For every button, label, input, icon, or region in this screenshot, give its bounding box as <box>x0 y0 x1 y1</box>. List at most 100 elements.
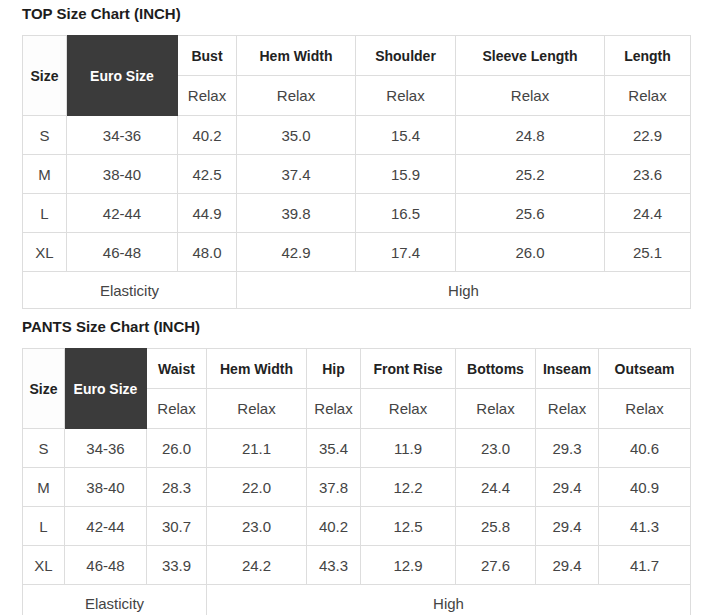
value-cell: 35.4 <box>307 429 361 468</box>
elasticity-row: ElasticityHigh <box>23 585 691 615</box>
value-cell: 24.2 <box>207 546 307 585</box>
measurement-column-header: Hip <box>307 349 361 389</box>
value-cell: 26.0 <box>147 429 207 468</box>
measurement-column-header: Waist <box>147 349 207 389</box>
size-chart-page: TOP Size Chart (INCH) SizeEuro SizeBustH… <box>0 0 706 615</box>
value-cell: 17.4 <box>356 233 456 272</box>
value-cell: 28.3 <box>147 468 207 507</box>
size-cell: L <box>23 507 65 546</box>
value-cell: 22.9 <box>605 116 691 155</box>
size-column-header: Size <box>23 349 65 429</box>
value-cell: 43.3 <box>307 546 361 585</box>
fit-label: Relax <box>599 389 691 429</box>
value-cell: 15.4 <box>356 116 456 155</box>
fit-label: Relax <box>456 389 536 429</box>
value-cell: 40.2 <box>178 116 237 155</box>
value-cell: 40.9 <box>599 468 691 507</box>
measurement-column-header: Bust <box>178 36 237 76</box>
euro-size-cell: 42-44 <box>67 194 178 233</box>
measurement-column-header: Inseam <box>536 349 599 389</box>
table-row: XL46-4833.924.243.312.927.629.441.7 <box>23 546 691 585</box>
euro-size-cell: 34-36 <box>65 429 147 468</box>
euro-size-cell: 42-44 <box>65 507 147 546</box>
euro-size-cell: 46-48 <box>67 233 178 272</box>
value-cell: 29.4 <box>536 507 599 546</box>
measurement-column-header: Length <box>605 36 691 76</box>
euro-size-cell: 38-40 <box>65 468 147 507</box>
table-row: L42-4444.939.816.525.624.4 <box>23 194 691 233</box>
value-cell: 41.3 <box>599 507 691 546</box>
fit-label: Relax <box>237 76 356 116</box>
euro-size-cell: 46-48 <box>65 546 147 585</box>
euro-size-cell: 34-36 <box>67 116 178 155</box>
value-cell: 29.4 <box>536 468 599 507</box>
value-cell: 42.5 <box>178 155 237 194</box>
value-cell: 30.7 <box>147 507 207 546</box>
measurement-column-header: Shoulder <box>356 36 456 76</box>
fit-label: Relax <box>361 389 456 429</box>
fit-label: Relax <box>207 389 307 429</box>
value-cell: 33.9 <box>147 546 207 585</box>
measurement-column-header: Hem Width <box>237 36 356 76</box>
value-cell: 23.6 <box>605 155 691 194</box>
fit-label: Relax <box>307 389 361 429</box>
value-cell: 24.4 <box>605 194 691 233</box>
euro-size-column-header: Euro Size <box>65 349 147 429</box>
value-cell: 48.0 <box>178 233 237 272</box>
elasticity-row: ElasticityHigh <box>23 272 691 309</box>
value-cell: 25.6 <box>456 194 605 233</box>
elasticity-value: High <box>237 272 691 309</box>
size-cell: XL <box>23 546 65 585</box>
value-cell: 44.9 <box>178 194 237 233</box>
header-row: SizeEuro SizeWaistHem WidthHipFront Rise… <box>23 349 691 389</box>
value-cell: 24.4 <box>456 468 536 507</box>
measurement-column-header: Bottoms <box>456 349 536 389</box>
table-row: L42-4430.723.040.212.525.829.441.3 <box>23 507 691 546</box>
value-cell: 35.0 <box>237 116 356 155</box>
table-row: S34-3626.021.135.411.923.029.340.6 <box>23 429 691 468</box>
value-cell: 25.8 <box>456 507 536 546</box>
size-cell: S <box>23 429 65 468</box>
fit-label: Relax <box>147 389 207 429</box>
value-cell: 24.8 <box>456 116 605 155</box>
value-cell: 29.3 <box>536 429 599 468</box>
elasticity-label: Elasticity <box>23 585 207 615</box>
size-cell: M <box>23 468 65 507</box>
value-cell: 39.8 <box>237 194 356 233</box>
fit-label: Relax <box>536 389 599 429</box>
value-cell: 22.0 <box>207 468 307 507</box>
size-cell: L <box>23 194 67 233</box>
value-cell: 37.8 <box>307 468 361 507</box>
measurement-column-header: Sleeve Length <box>456 36 605 76</box>
value-cell: 29.4 <box>536 546 599 585</box>
top-size-chart-table: SizeEuro SizeBustHem WidthShoulderSleeve… <box>22 35 691 309</box>
fit-label: Relax <box>356 76 456 116</box>
table-row: M38-4028.322.037.812.224.429.440.9 <box>23 468 691 507</box>
measurement-column-header: Front Rise <box>361 349 456 389</box>
value-cell: 23.0 <box>456 429 536 468</box>
euro-size-column-header: Euro Size <box>67 36 178 116</box>
value-cell: 12.5 <box>361 507 456 546</box>
table-row: M38-4042.537.415.925.223.6 <box>23 155 691 194</box>
value-cell: 16.5 <box>356 194 456 233</box>
value-cell: 15.9 <box>356 155 456 194</box>
measurement-column-header: Outseam <box>599 349 691 389</box>
value-cell: 25.1 <box>605 233 691 272</box>
fit-label: Relax <box>605 76 691 116</box>
pants-size-chart-title: PANTS Size Chart (INCH) <box>22 319 690 335</box>
value-cell: 12.2 <box>361 468 456 507</box>
value-cell: 11.9 <box>361 429 456 468</box>
size-cell: M <box>23 155 67 194</box>
value-cell: 12.9 <box>361 546 456 585</box>
fit-label: Relax <box>456 76 605 116</box>
value-cell: 26.0 <box>456 233 605 272</box>
header-row: SizeEuro SizeBustHem WidthShoulderSleeve… <box>23 36 691 76</box>
size-column-header: Size <box>23 36 67 116</box>
table-row: S34-3640.235.015.424.822.9 <box>23 116 691 155</box>
value-cell: 41.7 <box>599 546 691 585</box>
elasticity-label: Elasticity <box>23 272 237 309</box>
fit-label: Relax <box>178 76 237 116</box>
value-cell: 23.0 <box>207 507 307 546</box>
top-size-chart-title: TOP Size Chart (INCH) <box>22 6 690 22</box>
table-row: XL46-4848.042.917.426.025.1 <box>23 233 691 272</box>
